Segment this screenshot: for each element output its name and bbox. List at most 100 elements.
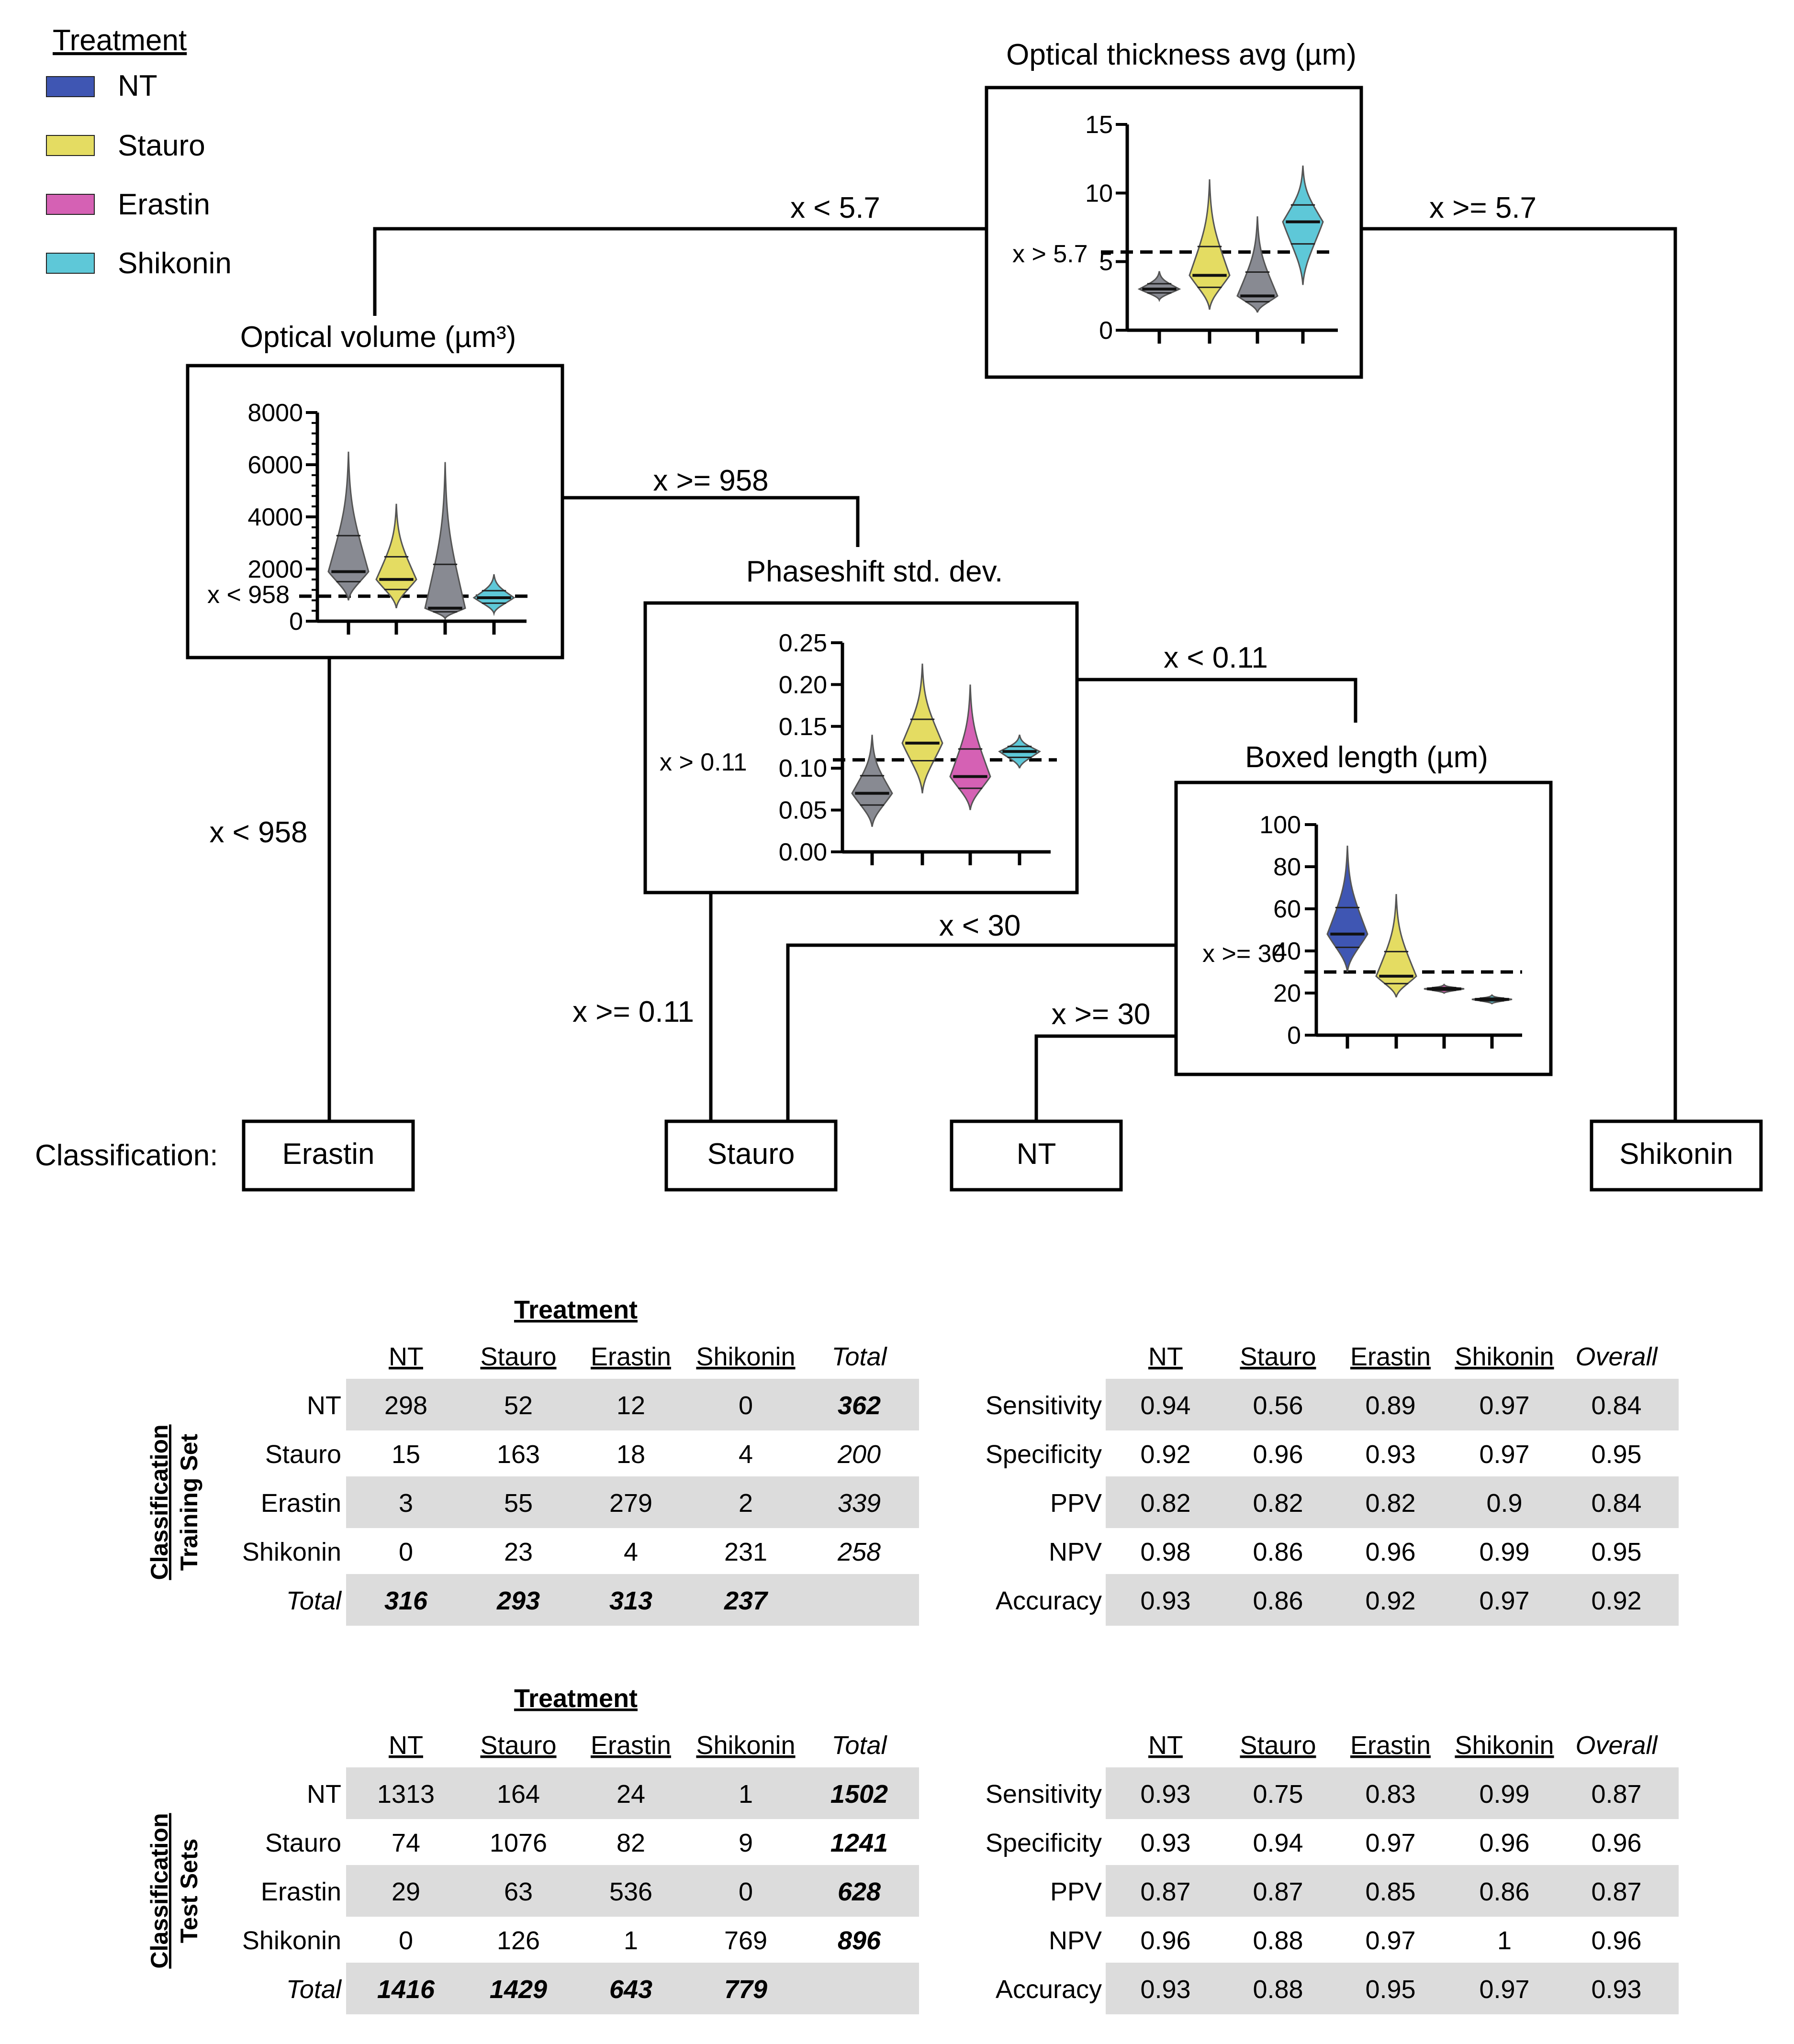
leaf-nt: NT — [1017, 1138, 1056, 1171]
metric-value: 0.97 — [1479, 1975, 1529, 2004]
y-tick-label: 4000 — [247, 503, 303, 531]
metric-value: 0.88 — [1253, 1975, 1303, 2004]
metric-value: 0.86 — [1479, 1877, 1529, 1906]
metric-label: NPV — [1049, 1538, 1102, 1566]
metric-col-header-nt: NT — [1148, 1342, 1183, 1371]
column-total: 643 — [609, 1975, 652, 2004]
metric-value: 0.92 — [1591, 1586, 1641, 1615]
legend-label-stauro: Stauro — [118, 129, 205, 162]
table-cell: 23 — [504, 1538, 533, 1566]
treatment-header: Treatment — [514, 1296, 638, 1324]
metric-value: 0.99 — [1479, 1780, 1529, 1809]
stripe — [346, 1476, 919, 1528]
violin-erastin — [1236, 216, 1278, 313]
chart-phaseshift: 0.00 0.05 0.10 0.15 0.20 0.25 — [779, 629, 1057, 866]
column-total: 779 — [724, 1975, 767, 2004]
metric-value: 0.87 — [1591, 1877, 1641, 1906]
violin-stauro — [1189, 179, 1231, 310]
y-tick-label: 15 — [1085, 111, 1113, 139]
y-tick-label: 0.10 — [779, 755, 827, 782]
table-cell: 163 — [497, 1440, 540, 1469]
leaf-erastin: Erastin — [282, 1138, 375, 1171]
metric-value: 1 — [1497, 1926, 1512, 1955]
table-cell: 2 — [739, 1489, 753, 1518]
branch-label-phaseshift-down: x >= 0.11 — [572, 995, 694, 1028]
metric-value: 0.98 — [1140, 1538, 1190, 1566]
side-label-set: Training Set — [176, 1434, 202, 1571]
legend-label-nt: NT — [118, 69, 157, 102]
branch-label-volume-down: x < 958 — [209, 816, 307, 849]
table-cell: 231 — [724, 1538, 767, 1566]
y-tick-label: 100 — [1259, 811, 1301, 839]
table-cell: 279 — [609, 1489, 652, 1518]
classification-label: Classification: — [35, 1139, 218, 1172]
y-tick-label: 6000 — [247, 451, 303, 479]
chart-optical-thickness: 0 5 10 15 — [1085, 111, 1338, 345]
row-total: 362 — [838, 1391, 881, 1420]
metric-value: 0.87 — [1591, 1780, 1641, 1809]
y-tick-label: 80 — [1273, 853, 1301, 881]
column-total: 1416 — [377, 1975, 435, 2004]
metric-value: 0.86 — [1253, 1586, 1303, 1615]
table-test: Treatment NT Stauro Erastin Shikonin Total NT S… — [146, 1684, 1679, 2014]
leaf-erastin-frame — [242, 1119, 415, 1192]
metric-value: 0.82 — [1140, 1489, 1190, 1518]
leaf-stauro: Stauro — [707, 1138, 795, 1171]
edge-boxed-to-stauro — [786, 943, 1176, 1121]
row-label: Erastin — [261, 1489, 341, 1518]
y-tick-label: 2000 — [247, 556, 303, 583]
table-cell: 52 — [504, 1391, 533, 1420]
table-cell: 3 — [399, 1489, 413, 1518]
y-tick-label: 10 — [1085, 179, 1113, 207]
node-phaseshift: Phaseshift std. dev. x > 0.11 0.000.050.… — [643, 555, 1079, 894]
row-label: Shikonin — [242, 1926, 341, 1955]
metric-value: 0.56 — [1253, 1391, 1303, 1420]
row-total: 628 — [838, 1877, 881, 1906]
metric-col-header-stauro: Stauro — [1240, 1342, 1316, 1371]
stripe — [346, 1963, 919, 2014]
metric-col-header-shikonin: Shikonin — [1455, 1342, 1554, 1371]
metric-value: 0.85 — [1365, 1877, 1415, 1906]
table-cell: 1313 — [377, 1780, 435, 1809]
tree-connectors — [327, 227, 1677, 1121]
row-label: Stauro — [265, 1829, 341, 1857]
table-training: Treatment NT Stauro Erastin Shikonin Total NT S… — [146, 1296, 1679, 1626]
node-boxed-length: Boxed length (µm) x >= 30 0 20 40 60 80 100 — [1174, 741, 1553, 1076]
edge-boxed-to-nt — [1034, 1034, 1176, 1121]
side-label-classification: Classification — [146, 1813, 173, 1968]
metric-col-header-erastin: Erastin — [1350, 1342, 1431, 1371]
col-header-nt: NT — [389, 1342, 423, 1371]
y-tick-label: 20 — [1273, 980, 1301, 1007]
violin-nt — [851, 735, 893, 827]
row-total: 896 — [838, 1926, 881, 1955]
stripe — [1106, 1379, 1679, 1430]
side-label-set: Test Sets — [176, 1839, 202, 1943]
row-total: 339 — [838, 1489, 881, 1518]
metric-col-header-overall: Overall — [1575, 1731, 1658, 1760]
metric-value: 0.93 — [1591, 1975, 1641, 2004]
table-cell: 82 — [617, 1829, 645, 1857]
edge-phaseshift-to-boxed — [1077, 678, 1357, 723]
row-total: 1241 — [830, 1829, 888, 1857]
branch-label-thickness-left: x < 5.7 — [790, 191, 880, 224]
metric-value: 0.88 — [1253, 1926, 1303, 1955]
leaf-shikonin-frame — [1590, 1119, 1763, 1192]
metric-value: 0.93 — [1365, 1440, 1415, 1469]
metric-value: 0.95 — [1591, 1538, 1641, 1566]
node-optical-volume: Optical volume (µm³) x < 958 0 2000 4000 60… — [186, 321, 564, 659]
metric-col-header-overall: Overall — [1575, 1342, 1658, 1371]
threshold-label: x > 5.7 — [1012, 240, 1088, 268]
violin-erastin — [424, 462, 466, 621]
table-cell: 0 — [399, 1926, 413, 1955]
column-total: 1429 — [490, 1975, 547, 2004]
col-header-total: Total — [831, 1342, 887, 1371]
table-cell: 9 — [739, 1829, 753, 1857]
table-cell: 4 — [624, 1538, 638, 1566]
metric-value: 0.84 — [1591, 1489, 1641, 1518]
stripe — [346, 1767, 919, 1819]
branch-label-volume-right: x >= 958 — [653, 464, 768, 497]
column-total: 313 — [609, 1586, 652, 1615]
metric-value: 0.97 — [1479, 1440, 1529, 1469]
metric-value: 0.95 — [1365, 1975, 1415, 2004]
violin-nt — [1326, 845, 1368, 972]
